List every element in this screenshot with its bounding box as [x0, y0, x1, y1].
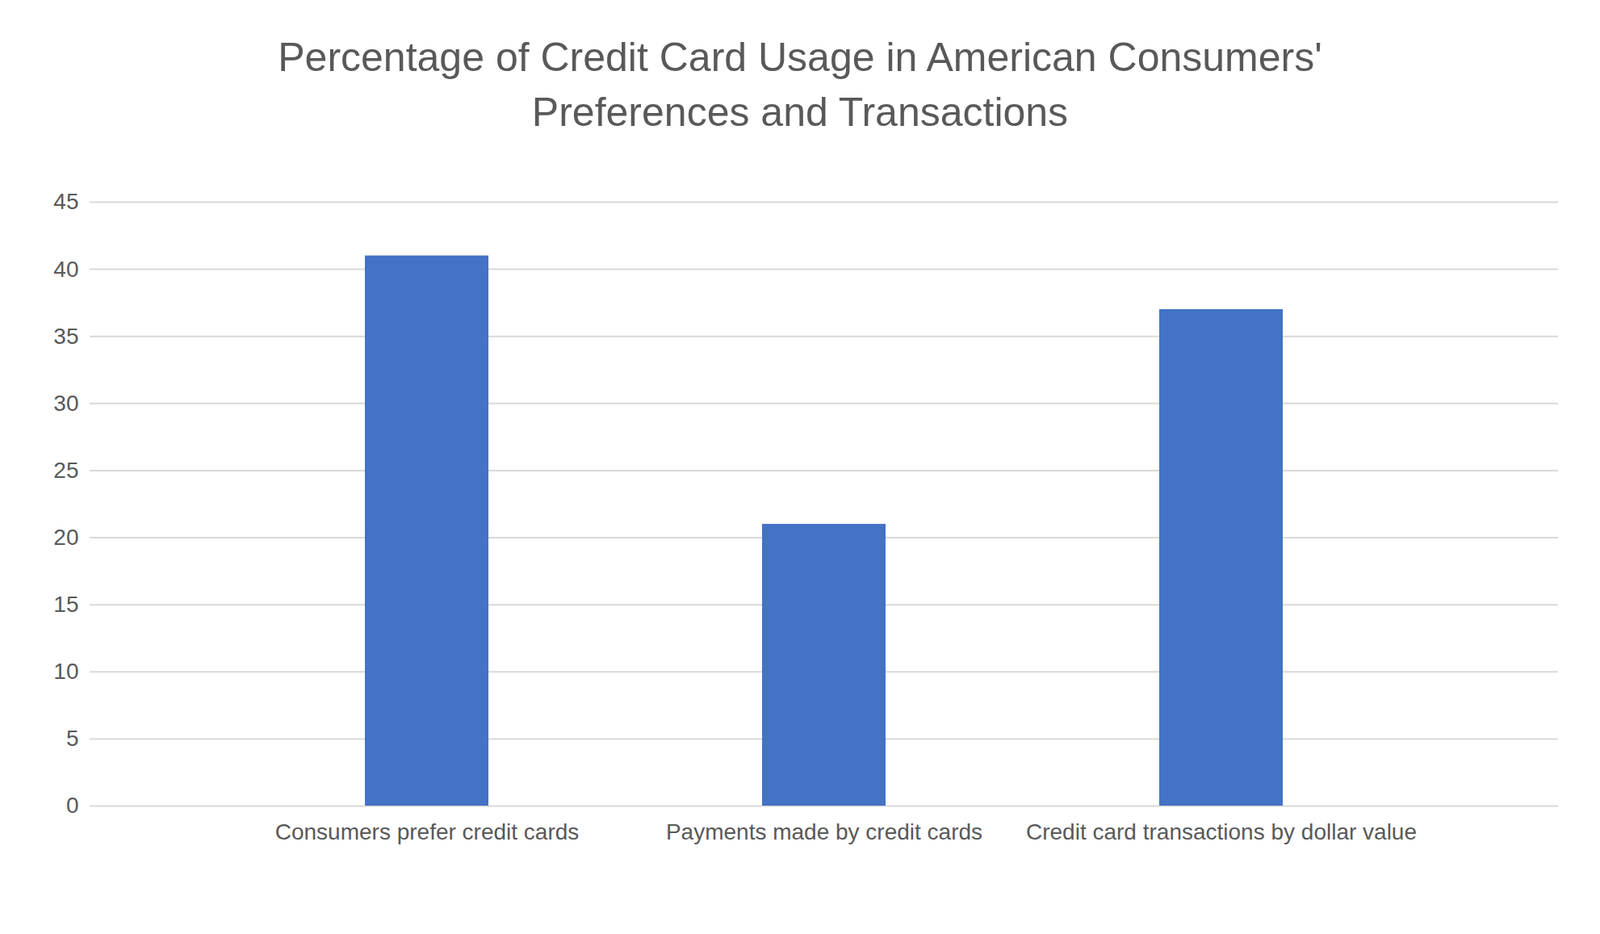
html-text:Percentage of Credit Card Usag: Percentage of Credit Card Usage in Ameri…	[277, 34, 1323, 135]
svg-text:30: 30	[53, 390, 79, 416]
svg-text:10: 10	[53, 658, 79, 684]
svg-text:40: 40	[53, 256, 79, 282]
svg-text:Payments made by credit cards: Payments made by credit cards	[665, 819, 983, 845]
svg-text:Consumers prefer credit cards: Consumers prefer credit cards	[275, 819, 580, 845]
svg-text:Credit card transactions by do: Credit card transactions by dollar value	[1026, 819, 1417, 845]
svg-text:35: 35	[53, 323, 79, 349]
svg-text:45: 45	[53, 188, 79, 214]
svg-text:25: 25	[53, 457, 79, 483]
svg-text:0: 0	[66, 792, 80, 818]
svg-text:20: 20	[53, 524, 79, 550]
svg-text:15: 15	[53, 591, 79, 617]
svg-text:5: 5	[66, 725, 80, 751]
